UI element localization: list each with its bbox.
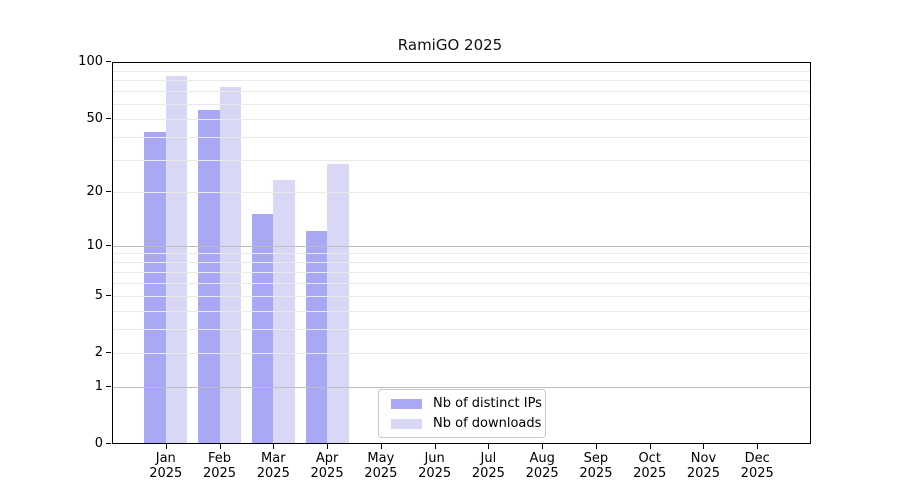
- legend-swatch-downloads: [391, 418, 422, 429]
- x-tick-label-mar: Mar 2025: [246, 451, 300, 481]
- y-tick-mark-10: [106, 244, 111, 246]
- y-tick-label-50: 50: [86, 110, 103, 126]
- gridline-minor-40: [113, 136, 810, 138]
- x-tick-mark-sep: [595, 444, 597, 449]
- bar-downloads-feb: [219, 86, 242, 443]
- x-tick-year: 2025: [364, 466, 398, 481]
- x-tick-month: Aug: [529, 451, 555, 466]
- y-tick-label-1: 1: [94, 378, 103, 394]
- x-tick-year: 2025: [418, 466, 452, 481]
- x-tick-month: Oct: [638, 451, 661, 466]
- x-tick-month: Jan: [155, 451, 176, 466]
- x-tick-month: Nov: [690, 451, 717, 466]
- x-tick-label-jan: Jan 2025: [139, 451, 193, 481]
- gridline-minor-90: [113, 70, 810, 72]
- x-tick-mark-may: [380, 444, 382, 449]
- x-tick-month: Apr: [315, 451, 339, 466]
- y-tick-mark-0: [106, 443, 111, 444]
- gridline-major-1: [113, 386, 810, 388]
- gridline-minor-80: [113, 80, 810, 82]
- x-tick-year: 2025: [633, 466, 667, 481]
- bar-downloads-jan: [165, 76, 188, 443]
- x-tick-year: 2025: [310, 466, 344, 481]
- gridline-minor-2: [113, 353, 810, 355]
- x-tick-mark-mar: [273, 444, 275, 449]
- x-tick-year: 2025: [256, 466, 290, 481]
- x-tick-month: Sep: [583, 451, 609, 466]
- bar-distinct-ips-mar: [251, 213, 274, 443]
- y-tick-mark-100: [106, 61, 111, 62]
- legend-swatch-distinct-ips: [391, 398, 422, 409]
- x-tick-mark-jan: [165, 444, 167, 449]
- gridline-minor-30: [113, 159, 810, 161]
- y-tick-mark-2: [106, 352, 111, 354]
- y-tick-mark-20: [106, 191, 111, 192]
- x-tick-month: Jul: [480, 451, 497, 466]
- gridline-minor-6: [113, 282, 810, 284]
- legend-label-distinct-ips: Nb of distinct IPs: [433, 396, 542, 411]
- x-tick-label-may: May 2025: [354, 451, 408, 481]
- x-tick-mark-nov: [703, 444, 705, 449]
- bar-downloads-apr: [327, 164, 349, 443]
- y-tick-label-0: 0: [94, 436, 103, 451]
- x-tick-month: Mar: [261, 451, 286, 466]
- x-tick-mark-aug: [542, 444, 544, 449]
- x-tick-year: 2025: [686, 466, 720, 481]
- y-tick-label-100: 100: [78, 54, 103, 69]
- x-tick-label-nov: Nov 2025: [676, 451, 730, 481]
- y-tick-mark-1: [106, 385, 111, 387]
- x-tick-year: 2025: [740, 466, 774, 481]
- x-tick-label-feb: Feb 2025: [193, 451, 247, 481]
- gridline-minor-8: [113, 262, 810, 264]
- gridline-minor-50: [113, 118, 810, 120]
- x-tick-mark-feb: [219, 444, 221, 449]
- y-tick-mark-50: [106, 117, 111, 119]
- x-tick-label-aug: Aug 2025: [515, 451, 569, 481]
- y-tick-mark-5: [106, 294, 111, 296]
- gridline-major-10: [113, 245, 810, 247]
- x-tick-mark-jul: [488, 444, 490, 449]
- y-tick-label-10: 10: [86, 237, 103, 253]
- y-tick-label-2: 2: [94, 345, 103, 361]
- x-tick-year: 2025: [149, 466, 183, 481]
- x-tick-mark-apr: [327, 444, 329, 449]
- y-tick-label-5: 5: [94, 287, 103, 303]
- x-tick-year: 2025: [579, 466, 613, 481]
- x-tick-mark-oct: [649, 444, 651, 449]
- x-tick-month: May: [367, 451, 395, 466]
- x-tick-label-jul: Jul 2025: [461, 451, 515, 481]
- gridline-minor-5: [113, 295, 810, 297]
- chart-title: RamiGO 2025: [397, 36, 503, 54]
- x-tick-month: Dec: [744, 451, 770, 466]
- gridline-minor-3: [113, 329, 810, 331]
- legend-item-distinct-ips: Nb of distinct IPs: [391, 396, 545, 411]
- x-tick-label-sep: Sep 2025: [569, 451, 623, 481]
- x-tick-year: 2025: [525, 466, 559, 481]
- legend: Nb of distinct IPs Nb of downloads: [378, 389, 546, 438]
- x-tick-mark-dec: [757, 444, 759, 449]
- gridline-minor-7: [113, 271, 810, 273]
- gridline-minor-60: [113, 103, 810, 105]
- x-tick-label-jun: Jun 2025: [408, 451, 462, 481]
- gridline-minor-70: [113, 91, 810, 93]
- bar-distinct-ips-feb: [198, 109, 220, 443]
- x-tick-month: Feb: [208, 451, 232, 466]
- gridline-minor-4: [113, 310, 810, 312]
- legend-item-downloads: Nb of downloads: [391, 416, 545, 431]
- bar-distinct-ips-jan: [144, 131, 166, 443]
- x-tick-label-dec: Dec 2025: [730, 451, 784, 481]
- x-tick-mark-jun: [434, 444, 436, 449]
- plot-area: [112, 62, 811, 444]
- y-tick-label-20: 20: [86, 184, 103, 199]
- x-tick-month: Jun: [424, 451, 445, 466]
- x-tick-year: 2025: [202, 466, 237, 481]
- x-tick-year: 2025: [471, 466, 505, 481]
- gridline-minor-9: [113, 253, 810, 255]
- x-tick-label-oct: Oct 2025: [623, 451, 677, 481]
- x-tick-label-apr: Apr 2025: [300, 451, 354, 481]
- gridline-minor-20: [113, 192, 810, 193]
- legend-label-downloads: Nb of downloads: [433, 416, 542, 431]
